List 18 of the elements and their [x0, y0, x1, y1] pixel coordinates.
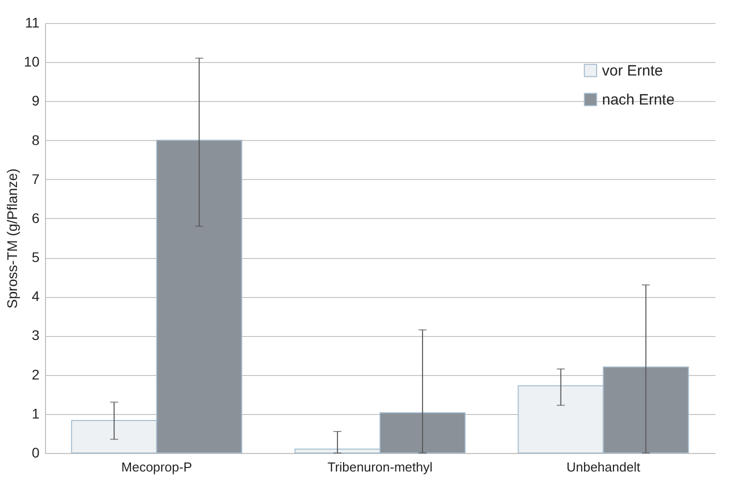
- y-tick-label: 2: [32, 366, 40, 382]
- legend-label: vor Ernte: [602, 62, 663, 80]
- x-tick-label: Unbehandelt: [566, 460, 641, 474]
- legend-label: nach Ernte: [602, 92, 675, 108]
- y-tick-label: 8: [32, 132, 40, 148]
- y-tick-label: 4: [32, 288, 40, 304]
- y-tick-label: 6: [32, 210, 40, 226]
- y-axis-title: Spross-TM (g/Pflanze): [4, 168, 20, 309]
- y-tick-label: 5: [32, 249, 40, 266]
- y-tick-label: 3: [32, 327, 40, 344]
- y-tick-label: 9: [32, 92, 40, 109]
- y-tick-label: 10: [24, 54, 40, 70]
- x-tick-label: Tribenuron-methyl: [327, 460, 433, 474]
- x-tick-label: Mecoprop-P: [121, 460, 192, 474]
- y-tick-label: 11: [24, 14, 40, 30]
- y-tick-label: 7: [32, 170, 40, 187]
- y-tick-label: 1: [32, 405, 40, 422]
- y-tick-label: 0: [32, 444, 40, 460]
